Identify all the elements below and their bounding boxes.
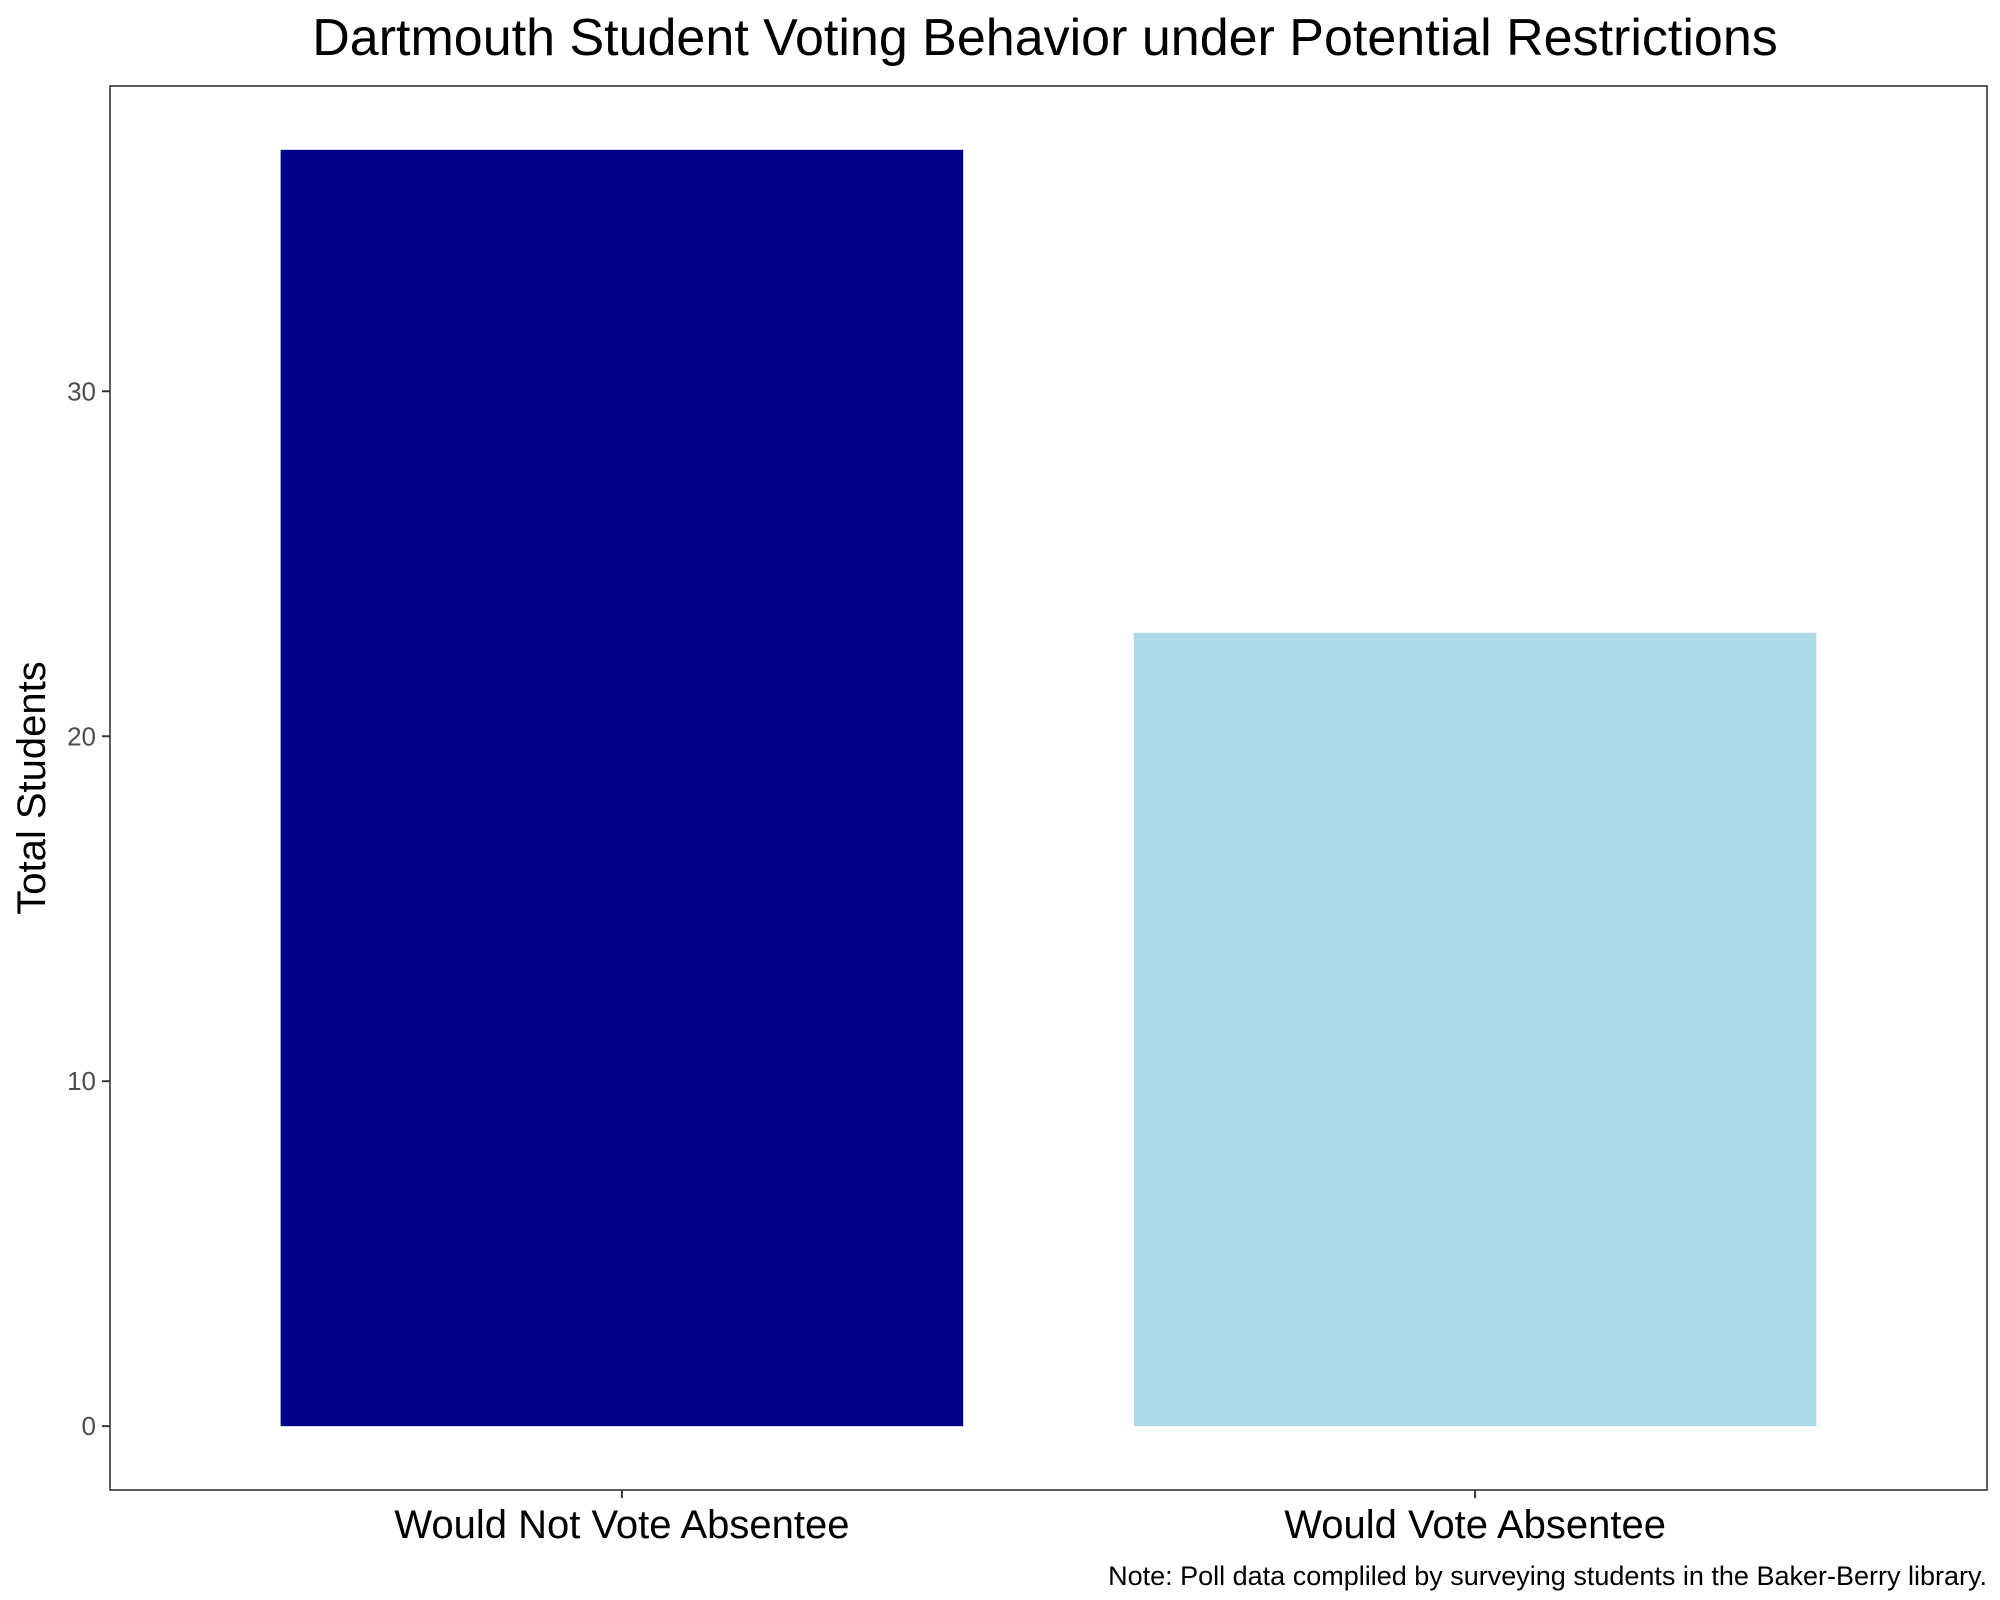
- bar-1: [280, 149, 964, 1427]
- chart-title: Dartmouth Student Voting Behavior under …: [312, 9, 1778, 67]
- y-tick-label-2: 20: [67, 721, 96, 751]
- bar-2: [1133, 632, 1817, 1427]
- y-tick-label-3: 30: [67, 376, 96, 406]
- x-tick-label-1: Would Vote Absentee: [1284, 1503, 1666, 1547]
- x-tick-label-0: Would Not Vote Absentee: [394, 1503, 849, 1547]
- y-axis-label: Total Students: [10, 661, 54, 915]
- y-tick-label-0: 0: [82, 1411, 96, 1441]
- x-axis: Would Not Vote Absentee Would Vote Absent…: [394, 1490, 1666, 1547]
- chart-caption: Note: Poll data compliled by surveying s…: [1108, 1561, 1987, 1591]
- y-axis: 0 10 20 30: [67, 376, 110, 1441]
- bars-layer: [280, 149, 1817, 1427]
- y-tick-label-1: 10: [67, 1066, 96, 1096]
